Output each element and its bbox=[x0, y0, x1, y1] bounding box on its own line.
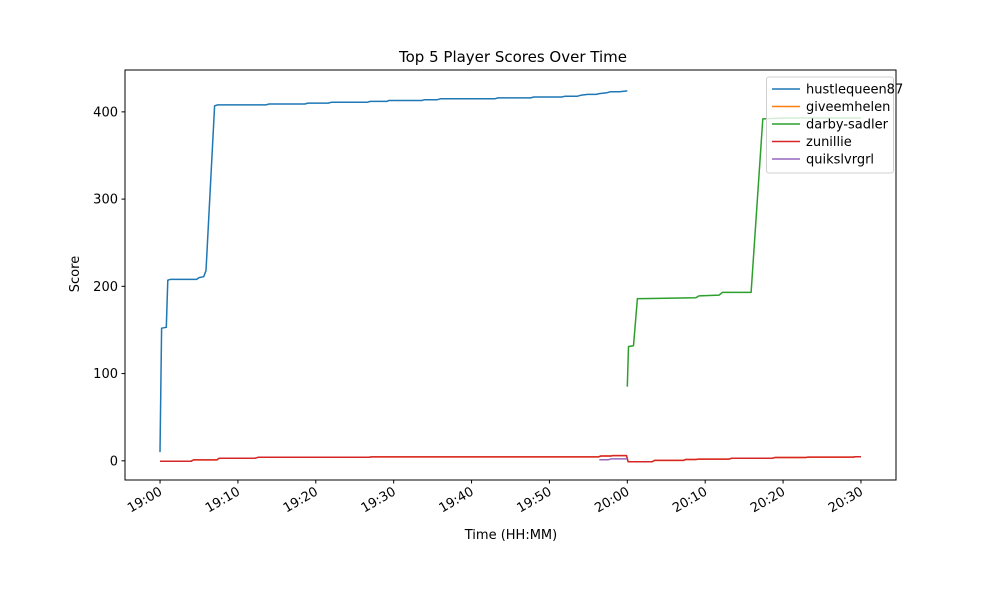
series-line-hustlequeen87 bbox=[159, 90, 628, 453]
legend-item-darby-sadler: darby-sadler bbox=[772, 118, 889, 133]
x-tick-label: 19:20 bbox=[281, 484, 321, 516]
y-tick-label: 300 bbox=[93, 193, 118, 208]
chart-layers: 19:00 19:10 19:20 19:30 19:40 19:50 20:00 20:10… bbox=[93, 69, 903, 516]
x-axis-label: Time (HH:MM) bbox=[464, 528, 557, 543]
chart-title: Top 5 Player Scores Over Time bbox=[398, 48, 627, 66]
y-tick-label: 0 bbox=[110, 454, 118, 469]
x-tick-label: 20:20 bbox=[748, 484, 788, 516]
y-axis-label: Score bbox=[68, 256, 83, 292]
legend-label-quikslvrgrl: quikslvrgrl bbox=[806, 153, 874, 168]
series-line-zunillie bbox=[160, 454, 861, 463]
legend-item-zunillie: zunillie bbox=[772, 135, 852, 150]
x-tick-label: 19:50 bbox=[514, 484, 554, 516]
x-tick-label: 20:30 bbox=[826, 484, 866, 516]
y-tick-label: 200 bbox=[93, 280, 118, 295]
series-line-darby-sadler bbox=[626, 117, 861, 387]
legend-item-giveemhelen: giveemhelen bbox=[772, 100, 890, 115]
legend-item-hustlequeen87: hustlequeen87 bbox=[772, 83, 903, 98]
x-tick-label: 19:40 bbox=[437, 484, 477, 516]
axes-frame bbox=[124, 69, 897, 481]
x-tick-label: 19:00 bbox=[125, 484, 165, 516]
series-line-quikslvrgrl bbox=[599, 458, 628, 461]
series-lines bbox=[159, 90, 861, 463]
y-tick-label: 100 bbox=[93, 367, 118, 382]
legend-label-hustlequeen87: hustlequeen87 bbox=[806, 83, 903, 98]
legend: hustlequeen87 giveemhelen darby-sadler zuni… bbox=[766, 76, 903, 174]
x-axis-ticks: 19:00 19:10 19:20 19:30 19:40 19:50 20:00 20:10… bbox=[125, 480, 866, 516]
legend-label-zunillie: zunillie bbox=[806, 135, 852, 150]
legend-label-darby-sadler: darby-sadler bbox=[806, 118, 889, 133]
y-axis-ticks: 0 100 200 300 400 bbox=[93, 105, 125, 469]
legend-box bbox=[766, 76, 894, 174]
y-tick-label: 400 bbox=[93, 105, 118, 120]
legend-item-quikslvrgrl: quikslvrgrl bbox=[772, 153, 874, 168]
x-tick-label: 20:00 bbox=[592, 484, 632, 516]
legend-label-giveemhelen: giveemhelen bbox=[806, 100, 890, 115]
x-tick-label: 19:30 bbox=[359, 484, 399, 516]
x-tick-label: 19:10 bbox=[203, 484, 243, 516]
x-tick-label: 20:10 bbox=[670, 484, 710, 516]
